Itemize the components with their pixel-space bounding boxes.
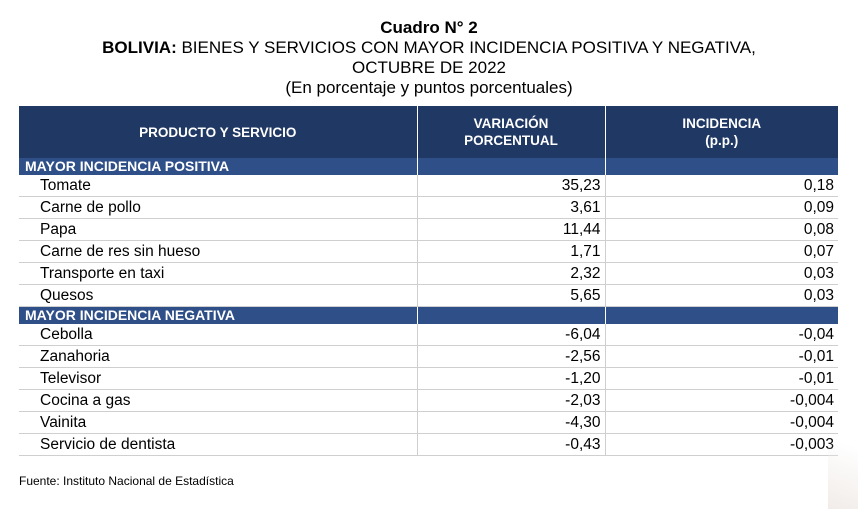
variation-cell: -0,43	[416, 433, 605, 456]
incidence-cell: -0,01	[604, 367, 838, 390]
variation-cell: 1,71	[416, 240, 605, 263]
table-row: Vainita -4,30 -0,004	[19, 411, 838, 434]
incidence-cell: -0,003	[604, 433, 838, 456]
variation-cell: -2,56	[416, 345, 605, 368]
table-body: MAYOR INCIDENCIA POSITIVA Tomate 35,23 0,18…	[19, 158, 838, 456]
header-incidence-unit: (p.p.)	[705, 133, 739, 148]
section-empty-cell	[604, 158, 838, 175]
header-variation-label: VARIACIÓN PORCENTUAL	[464, 116, 558, 148]
product-cell: Transporte en taxi	[19, 262, 417, 285]
incidence-cell: 0,08	[604, 218, 838, 241]
product-cell: Cocina a gas	[19, 389, 417, 412]
table-row: Tomate 35,23 0,18	[19, 175, 838, 197]
source-note: Fuente: Instituto Nacional de Estadístic…	[19, 474, 234, 488]
variation-cell: 35,23	[416, 175, 605, 197]
product-cell: Cebolla	[19, 324, 417, 346]
incidence-cell: -0,01	[604, 345, 838, 368]
variation-cell: -4,30	[416, 411, 605, 434]
table-number: Cuadro N° 2	[380, 18, 478, 37]
table-row: Carne de res sin hueso 1,71 0,07	[19, 240, 838, 263]
variation-cell: -2,03	[416, 389, 605, 412]
table-title-period: OCTUBRE DE 2022	[352, 58, 506, 77]
section-row: MAYOR INCIDENCIA NEGATIVA	[19, 306, 838, 324]
incidence-cell: 0,09	[604, 196, 838, 219]
incidence-cell: -0,004	[604, 411, 838, 434]
table-row: Cebolla -6,04 -0,04	[19, 324, 838, 346]
table-row: Carne de pollo 3,61 0,09	[19, 196, 838, 219]
page-corner-decoration	[828, 399, 858, 509]
section-label: MAYOR INCIDENCIA POSITIVA	[19, 158, 417, 175]
section-empty-cell	[416, 158, 605, 175]
table-units: (En porcentaje y puntos porcentuales)	[285, 78, 573, 97]
table-title-country: BOLIVIA:	[102, 38, 177, 57]
variation-cell: 5,65	[416, 284, 605, 307]
section-empty-cell	[416, 306, 605, 324]
header-incidence-label: INCIDENCIA	[682, 116, 762, 131]
product-cell: Quesos	[19, 284, 417, 307]
product-cell: Vainita	[19, 411, 417, 434]
product-cell: Papa	[19, 218, 417, 241]
table-caption: Cuadro N° 2 BOLIVIA: BIENES Y SERVICIOS …	[0, 18, 858, 98]
variation-cell: -6,04	[416, 324, 605, 346]
variation-cell: 11,44	[416, 218, 605, 241]
incidence-cell: 0,03	[604, 284, 838, 307]
table-row: Servicio de dentista -0,43 -0,003	[19, 433, 838, 456]
section-label: MAYOR INCIDENCIA NEGATIVA	[19, 306, 417, 324]
header-incidence: INCIDENCIA (p.p.)	[604, 106, 838, 158]
product-cell: Zanahoria	[19, 345, 417, 368]
product-cell: Televisor	[19, 367, 417, 390]
product-cell: Tomate	[19, 175, 417, 197]
table-title: BOLIVIA: BIENES Y SERVICIOS CON MAYOR IN…	[0, 38, 858, 58]
table-row: Televisor -1,20 -0,01	[19, 367, 838, 390]
header-product: PRODUCTO Y SERVICIO	[19, 106, 417, 158]
header-variation: VARIACIÓN PORCENTUAL	[416, 106, 605, 158]
incidence-cell: -0,004	[604, 389, 838, 412]
table-row: Transporte en taxi 2,32 0,03	[19, 262, 838, 285]
incidence-cell: -0,04	[604, 324, 838, 346]
incidence-table: PRODUCTO Y SERVICIO VARIACIÓN PORCENTUAL…	[19, 106, 838, 456]
product-cell: Carne de pollo	[19, 196, 417, 219]
incidence-cell: 0,07	[604, 240, 838, 263]
variation-cell: 2,32	[416, 262, 605, 285]
variation-cell: 3,61	[416, 196, 605, 219]
table-row: Quesos 5,65 0,03	[19, 284, 838, 307]
incidence-cell: 0,03	[604, 262, 838, 285]
table-title-text: BIENES Y SERVICIOS CON MAYOR INCIDENCIA …	[176, 38, 756, 57]
table-row: Zanahoria -2,56 -0,01	[19, 345, 838, 368]
product-cell: Servicio de dentista	[19, 433, 417, 456]
product-cell: Carne de res sin hueso	[19, 240, 417, 263]
table-row: Cocina a gas -2,03 -0,004	[19, 389, 838, 412]
table-header-row: PRODUCTO Y SERVICIO VARIACIÓN PORCENTUAL…	[19, 106, 838, 158]
section-empty-cell	[604, 306, 838, 324]
table-row: Papa 11,44 0,08	[19, 218, 838, 241]
variation-cell: -1,20	[416, 367, 605, 390]
incidence-cell: 0,18	[604, 175, 838, 197]
section-row: MAYOR INCIDENCIA POSITIVA	[19, 158, 838, 175]
